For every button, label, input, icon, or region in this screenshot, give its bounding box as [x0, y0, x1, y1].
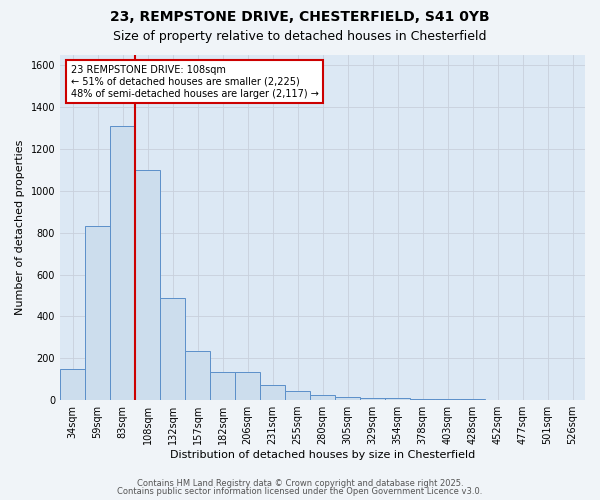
Bar — [310, 395, 335, 400]
Bar — [385, 398, 410, 400]
Bar — [285, 392, 310, 400]
Bar — [185, 351, 210, 400]
Text: 23, REMPSTONE DRIVE, CHESTERFIELD, S41 0YB: 23, REMPSTONE DRIVE, CHESTERFIELD, S41 0… — [110, 10, 490, 24]
X-axis label: Distribution of detached houses by size in Chesterfield: Distribution of detached houses by size … — [170, 450, 475, 460]
Bar — [260, 386, 285, 400]
Bar — [60, 368, 85, 400]
Bar — [135, 170, 160, 400]
Text: 23 REMPSTONE DRIVE: 108sqm
← 51% of detached houses are smaller (2,225)
48% of s: 23 REMPSTONE DRIVE: 108sqm ← 51% of deta… — [71, 66, 319, 98]
Text: Size of property relative to detached houses in Chesterfield: Size of property relative to detached ho… — [113, 30, 487, 43]
Bar — [335, 397, 360, 400]
Bar — [160, 298, 185, 400]
Bar — [210, 372, 235, 400]
Y-axis label: Number of detached properties: Number of detached properties — [15, 140, 25, 315]
Bar — [110, 126, 135, 400]
Bar — [235, 372, 260, 400]
Bar — [85, 226, 110, 400]
Text: Contains public sector information licensed under the Open Government Licence v3: Contains public sector information licen… — [118, 487, 482, 496]
Text: Contains HM Land Registry data © Crown copyright and database right 2025.: Contains HM Land Registry data © Crown c… — [137, 478, 463, 488]
Bar — [360, 398, 385, 400]
